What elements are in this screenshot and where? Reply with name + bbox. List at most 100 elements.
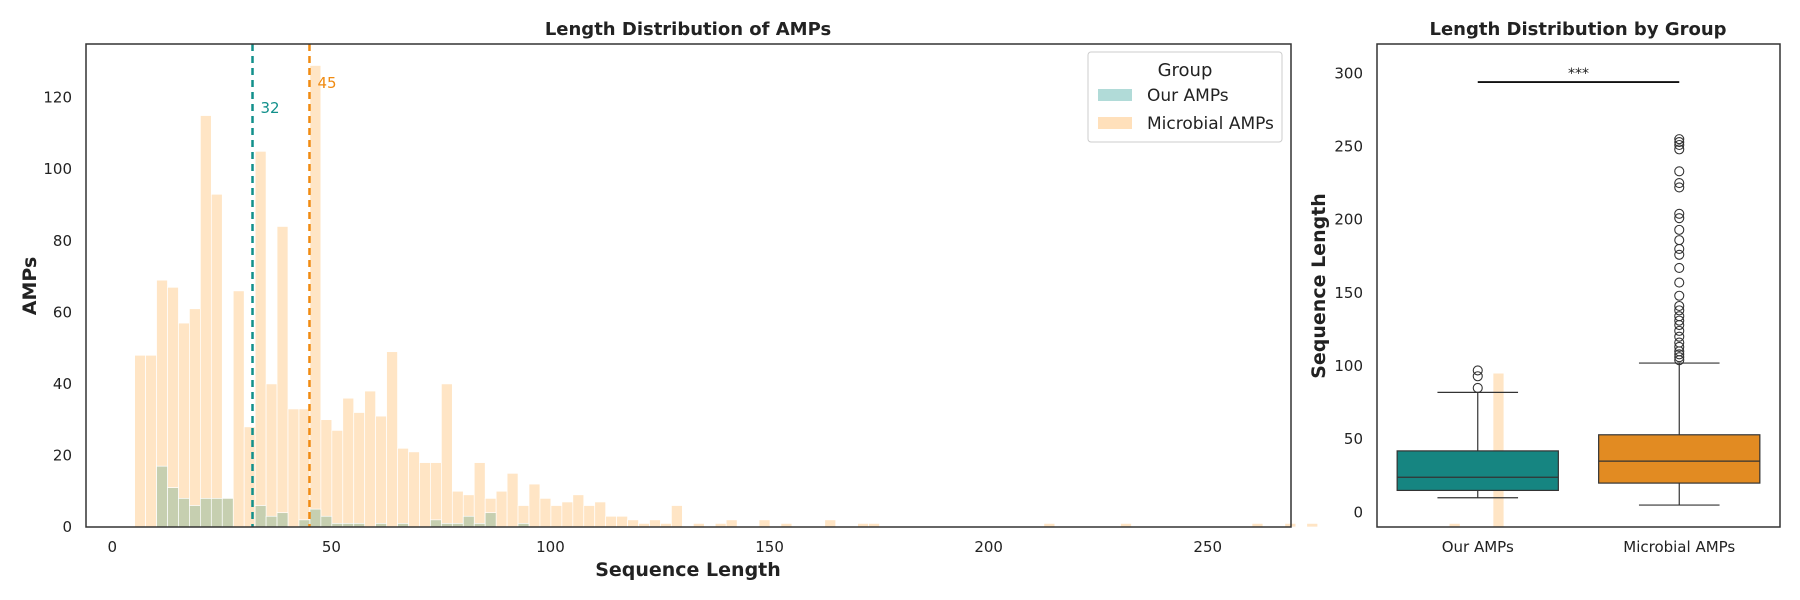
- outlier-point: [1674, 137, 1685, 148]
- median-label-microbial: 45: [317, 74, 336, 92]
- histogram-bar-microbial: [320, 419, 333, 528]
- histogram-bar-microbial: [1306, 523, 1319, 528]
- outlier-point: [1674, 144, 1685, 155]
- x-tick-label: 0: [108, 538, 118, 556]
- outlier-point: [1674, 337, 1685, 348]
- histogram-bar-our: [430, 519, 442, 528]
- outlier-point: [1674, 290, 1685, 301]
- histogram-bar-microbial: [649, 519, 661, 528]
- outlier-point: [1674, 249, 1685, 260]
- outlier-point: [1674, 325, 1685, 336]
- histogram-bar-microbial: [353, 412, 366, 528]
- outlier-point: [1674, 311, 1685, 322]
- y-tick-label: 40: [53, 375, 72, 393]
- y-tick-label: 150: [1334, 284, 1363, 302]
- boxplot-panel: Length Distribution by Group *** Our AMP…: [1308, 19, 1781, 556]
- histogram-bars-microbial: [134, 65, 1505, 528]
- boxplot-y-ticks: 0 50 100 150 200 250 300: [1334, 64, 1363, 521]
- y-tick-label: 60: [53, 303, 72, 321]
- significance-annotation: ***: [1477, 66, 1680, 83]
- histogram-bar-microbial: [441, 383, 453, 528]
- outlier-point: [1674, 262, 1685, 273]
- histogram-frame: [85, 43, 1292, 528]
- x-tick-label: Microbial AMPs: [1623, 538, 1735, 556]
- histogram-bar-microbial: [725, 519, 738, 528]
- box-body: [1396, 450, 1559, 492]
- boxplot-boxes: [1396, 134, 1761, 506]
- histogram-x-ticks: 0 50 100 150 200 250: [108, 538, 1223, 556]
- outlier-point: [1674, 341, 1685, 353]
- histogram-bar-our: [254, 505, 267, 528]
- histogram-bar-microbial: [232, 290, 245, 528]
- x-tick-label: 100: [536, 538, 565, 556]
- legend: Group Our AMPs Microbial AMPs: [1087, 51, 1283, 143]
- significance-stars: ***: [1568, 66, 1589, 82]
- histogram-bar-microbial: [375, 415, 387, 528]
- outlier-point: [1674, 213, 1685, 224]
- histogram-bar-microbial: [671, 505, 683, 528]
- histogram-bar-our: [309, 508, 322, 528]
- histogram-bar-microbial: [189, 308, 201, 528]
- histogram-bar-our: [178, 498, 190, 528]
- histogram-bars-our: [156, 465, 530, 528]
- histogram-bar-our: [200, 498, 212, 528]
- outlier-point: [1674, 243, 1685, 254]
- outlier-point: [1472, 382, 1483, 394]
- outlier-point: [1674, 166, 1685, 177]
- outlier-point: [1674, 139, 1685, 151]
- outlier-point: [1472, 371, 1483, 382]
- legend-label-our: Our AMPs: [1147, 86, 1229, 106]
- histogram-bar-our: [484, 512, 497, 528]
- outlier-point: [1674, 349, 1685, 360]
- histogram-bar-our: [221, 498, 234, 528]
- histogram-bar-microbial: [627, 519, 639, 528]
- histogram-y-ticks: 0 20 40 60 80 100 120: [43, 89, 72, 536]
- histogram-bar-microbial: [1492, 372, 1505, 528]
- outlier-point: [1674, 224, 1685, 235]
- histogram-bar-our: [462, 515, 475, 528]
- histogram-bar-microbial: [200, 115, 212, 528]
- histogram-bar-our: [189, 505, 201, 528]
- histogram-bar-microbial: [397, 447, 409, 528]
- y-tick-label: 100: [1334, 357, 1363, 375]
- outlier-point: [1674, 305, 1685, 316]
- y-tick-label: 50: [1344, 430, 1363, 448]
- histogram-bar-microbial: [408, 451, 420, 528]
- histogram-bar-our: [210, 498, 223, 528]
- histogram-bar-microbial: [210, 193, 223, 528]
- boxplot-y-label: Sequence Length: [1308, 193, 1330, 379]
- legend-title: Group: [1158, 60, 1213, 81]
- x-tick-label: 200: [974, 538, 1003, 556]
- outlier-point: [1674, 315, 1685, 326]
- histogram-bar-microbial: [364, 390, 376, 528]
- median-lines: 32 45: [251, 44, 337, 527]
- histogram-bar-microbial: [616, 515, 628, 528]
- y-tick-label: 100: [43, 160, 72, 178]
- histogram-bar-microbial: [134, 354, 146, 528]
- outlier-point: [1674, 134, 1685, 145]
- histogram-bar-microbial: [605, 515, 617, 528]
- histogram-bar-microbial: [430, 462, 442, 528]
- y-tick-label: 300: [1334, 64, 1363, 82]
- x-tick-label: 150: [755, 538, 784, 556]
- y-tick-label: 250: [1334, 137, 1363, 155]
- boxplot-x-ticks: Our AMPs Microbial AMPs: [1442, 538, 1736, 556]
- histogram-bar-microbial: [758, 519, 771, 528]
- y-tick-label: 200: [1334, 211, 1363, 229]
- y-tick-label: 0: [1353, 503, 1363, 521]
- outlier-point: [1674, 182, 1685, 193]
- histogram-bar-our: [320, 515, 333, 528]
- histogram-bar-microbial: [287, 408, 300, 528]
- histogram-bar-microbial: [824, 519, 837, 528]
- histogram-bar-microbial: [473, 462, 486, 528]
- histogram-bar-microbial: [539, 498, 552, 528]
- outlier-point: [1674, 352, 1685, 363]
- histogram-bar-microbial: [419, 462, 431, 528]
- x-tick-label: 50: [322, 538, 341, 556]
- x-tick-label: 250: [1193, 538, 1222, 556]
- outlier-point: [1674, 235, 1685, 246]
- histogram-bar-microbial: [254, 150, 267, 528]
- histogram-bar-microbial: [276, 226, 289, 528]
- boxplot-title: Length Distribution by Group: [1429, 19, 1726, 40]
